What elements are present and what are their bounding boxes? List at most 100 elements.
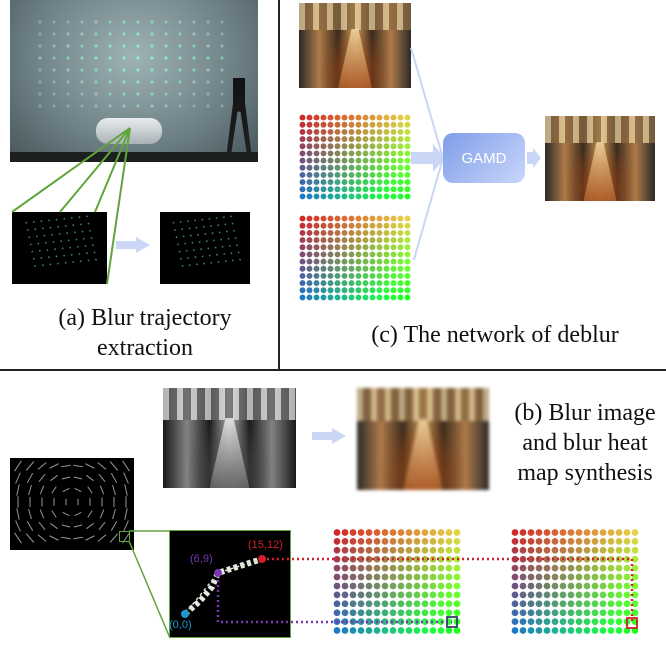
trajectory-dot — [216, 253, 218, 256]
heatmap-cell — [453, 591, 461, 599]
projected-dot — [164, 80, 168, 84]
projected-dot — [52, 44, 56, 48]
heatmap-cell — [599, 538, 607, 545]
trajectory-dot — [89, 229, 91, 232]
heatmap-cell — [369, 222, 376, 229]
heatmap-cell — [404, 128, 411, 135]
heatmap-cell — [369, 229, 376, 236]
heatmap-cell — [369, 251, 376, 258]
heatmap-cell — [583, 627, 591, 634]
heatmap-cell — [551, 538, 559, 545]
projected-dot — [108, 32, 112, 36]
heatmap-cell — [519, 627, 527, 634]
heatmap-cell — [341, 237, 348, 244]
heatmap-cell — [575, 627, 583, 634]
heatmap-cell — [369, 280, 376, 287]
heatmap-cell — [341, 251, 348, 258]
kernel-stroke — [87, 486, 93, 494]
heatmap-cell — [397, 193, 404, 200]
projected-dot — [80, 44, 84, 48]
heatmap-cell — [299, 164, 306, 171]
heatmap-cell — [320, 121, 327, 128]
heatmap-cell — [299, 128, 306, 135]
trajectory-dot — [204, 233, 207, 235]
heatmap-cell — [333, 546, 341, 554]
label-start: (0,0) — [170, 619, 192, 631]
trajectory-dot — [188, 227, 191, 230]
trajectory-dot — [194, 256, 197, 259]
heatmap-cell — [355, 244, 362, 251]
projected-dot — [38, 56, 42, 60]
kernel-stroke — [112, 484, 116, 496]
heatmap-cell — [429, 546, 437, 554]
heatmap-cell — [405, 627, 413, 634]
heatmap-cell — [348, 265, 355, 272]
heatmap-cell — [381, 538, 389, 545]
projected-dot — [108, 56, 112, 60]
heatmap-cell — [369, 114, 376, 121]
projected-dot — [164, 56, 168, 60]
heatmap-cell — [349, 600, 357, 608]
heatmap-cell — [362, 157, 369, 164]
heatmap-cell — [575, 609, 583, 617]
heatmap-cell — [559, 618, 567, 625]
heatmap-cell — [299, 229, 306, 236]
heatmap-cell — [607, 564, 615, 572]
trajectory-zoom: (0,0) (6,9) (15,12) — [169, 530, 291, 638]
heatmap-cell — [341, 627, 349, 634]
heatmap-cell — [511, 582, 519, 590]
kernel-stroke — [28, 508, 32, 520]
heatmap-cell — [383, 251, 390, 258]
projected-dot — [192, 44, 196, 48]
heatmap-cell — [381, 600, 389, 608]
heatmap-cell — [365, 564, 373, 572]
heatmap-cell — [397, 114, 404, 121]
projected-dot — [136, 44, 140, 48]
kernel-stroke — [61, 476, 71, 480]
kernel-stroke — [25, 533, 35, 543]
heatmap-cell — [327, 150, 334, 157]
heatmap-cell — [551, 573, 559, 581]
heatmap-cell — [334, 280, 341, 287]
trajectory-dot — [57, 262, 59, 265]
heatmap-cell — [615, 564, 623, 572]
trajectory-dot — [195, 226, 198, 229]
kernel-stroke — [26, 521, 34, 531]
heatmap-cell — [369, 143, 376, 150]
heatmap-cell — [348, 258, 355, 265]
kernel-strokes — [14, 460, 130, 544]
heatmap-cell — [341, 564, 349, 572]
heatmap-cell — [320, 272, 327, 279]
heatmap-cell — [383, 294, 390, 301]
projected-dot — [150, 32, 154, 36]
heatmap-cell — [404, 136, 411, 143]
kernel-stroke — [86, 474, 94, 482]
trajectory-dot — [41, 264, 44, 267]
kernel-stroke — [15, 472, 21, 484]
projected-dot — [66, 56, 70, 60]
heatmap-cell — [631, 573, 639, 581]
heatmap-cell — [599, 573, 607, 581]
heatmap-cell — [369, 244, 376, 251]
heatmap-cell — [599, 582, 607, 590]
heatmap-cell — [623, 600, 631, 608]
kernel-stroke — [14, 460, 22, 472]
trajectory-dot — [49, 263, 52, 266]
heatmap-cell — [405, 591, 413, 599]
heatmap-cell — [369, 193, 376, 200]
heatmap-cell — [583, 538, 591, 545]
trajectory-dot — [37, 242, 40, 245]
heatmap-cell — [413, 600, 421, 608]
projected-dot — [38, 104, 42, 108]
heatmap-cell — [421, 564, 429, 572]
heatmap-cell — [369, 157, 376, 164]
heatmap-cell — [453, 538, 461, 545]
heatmap-cell — [306, 143, 313, 150]
heatmap-cell — [376, 150, 383, 157]
heatmap-cell — [376, 171, 383, 178]
heatmap-cell — [453, 600, 461, 608]
heatmap-cell — [397, 529, 405, 536]
heatmap-cell — [404, 229, 411, 236]
heatmap-cell — [349, 609, 357, 617]
heatmap-cell — [341, 265, 348, 272]
